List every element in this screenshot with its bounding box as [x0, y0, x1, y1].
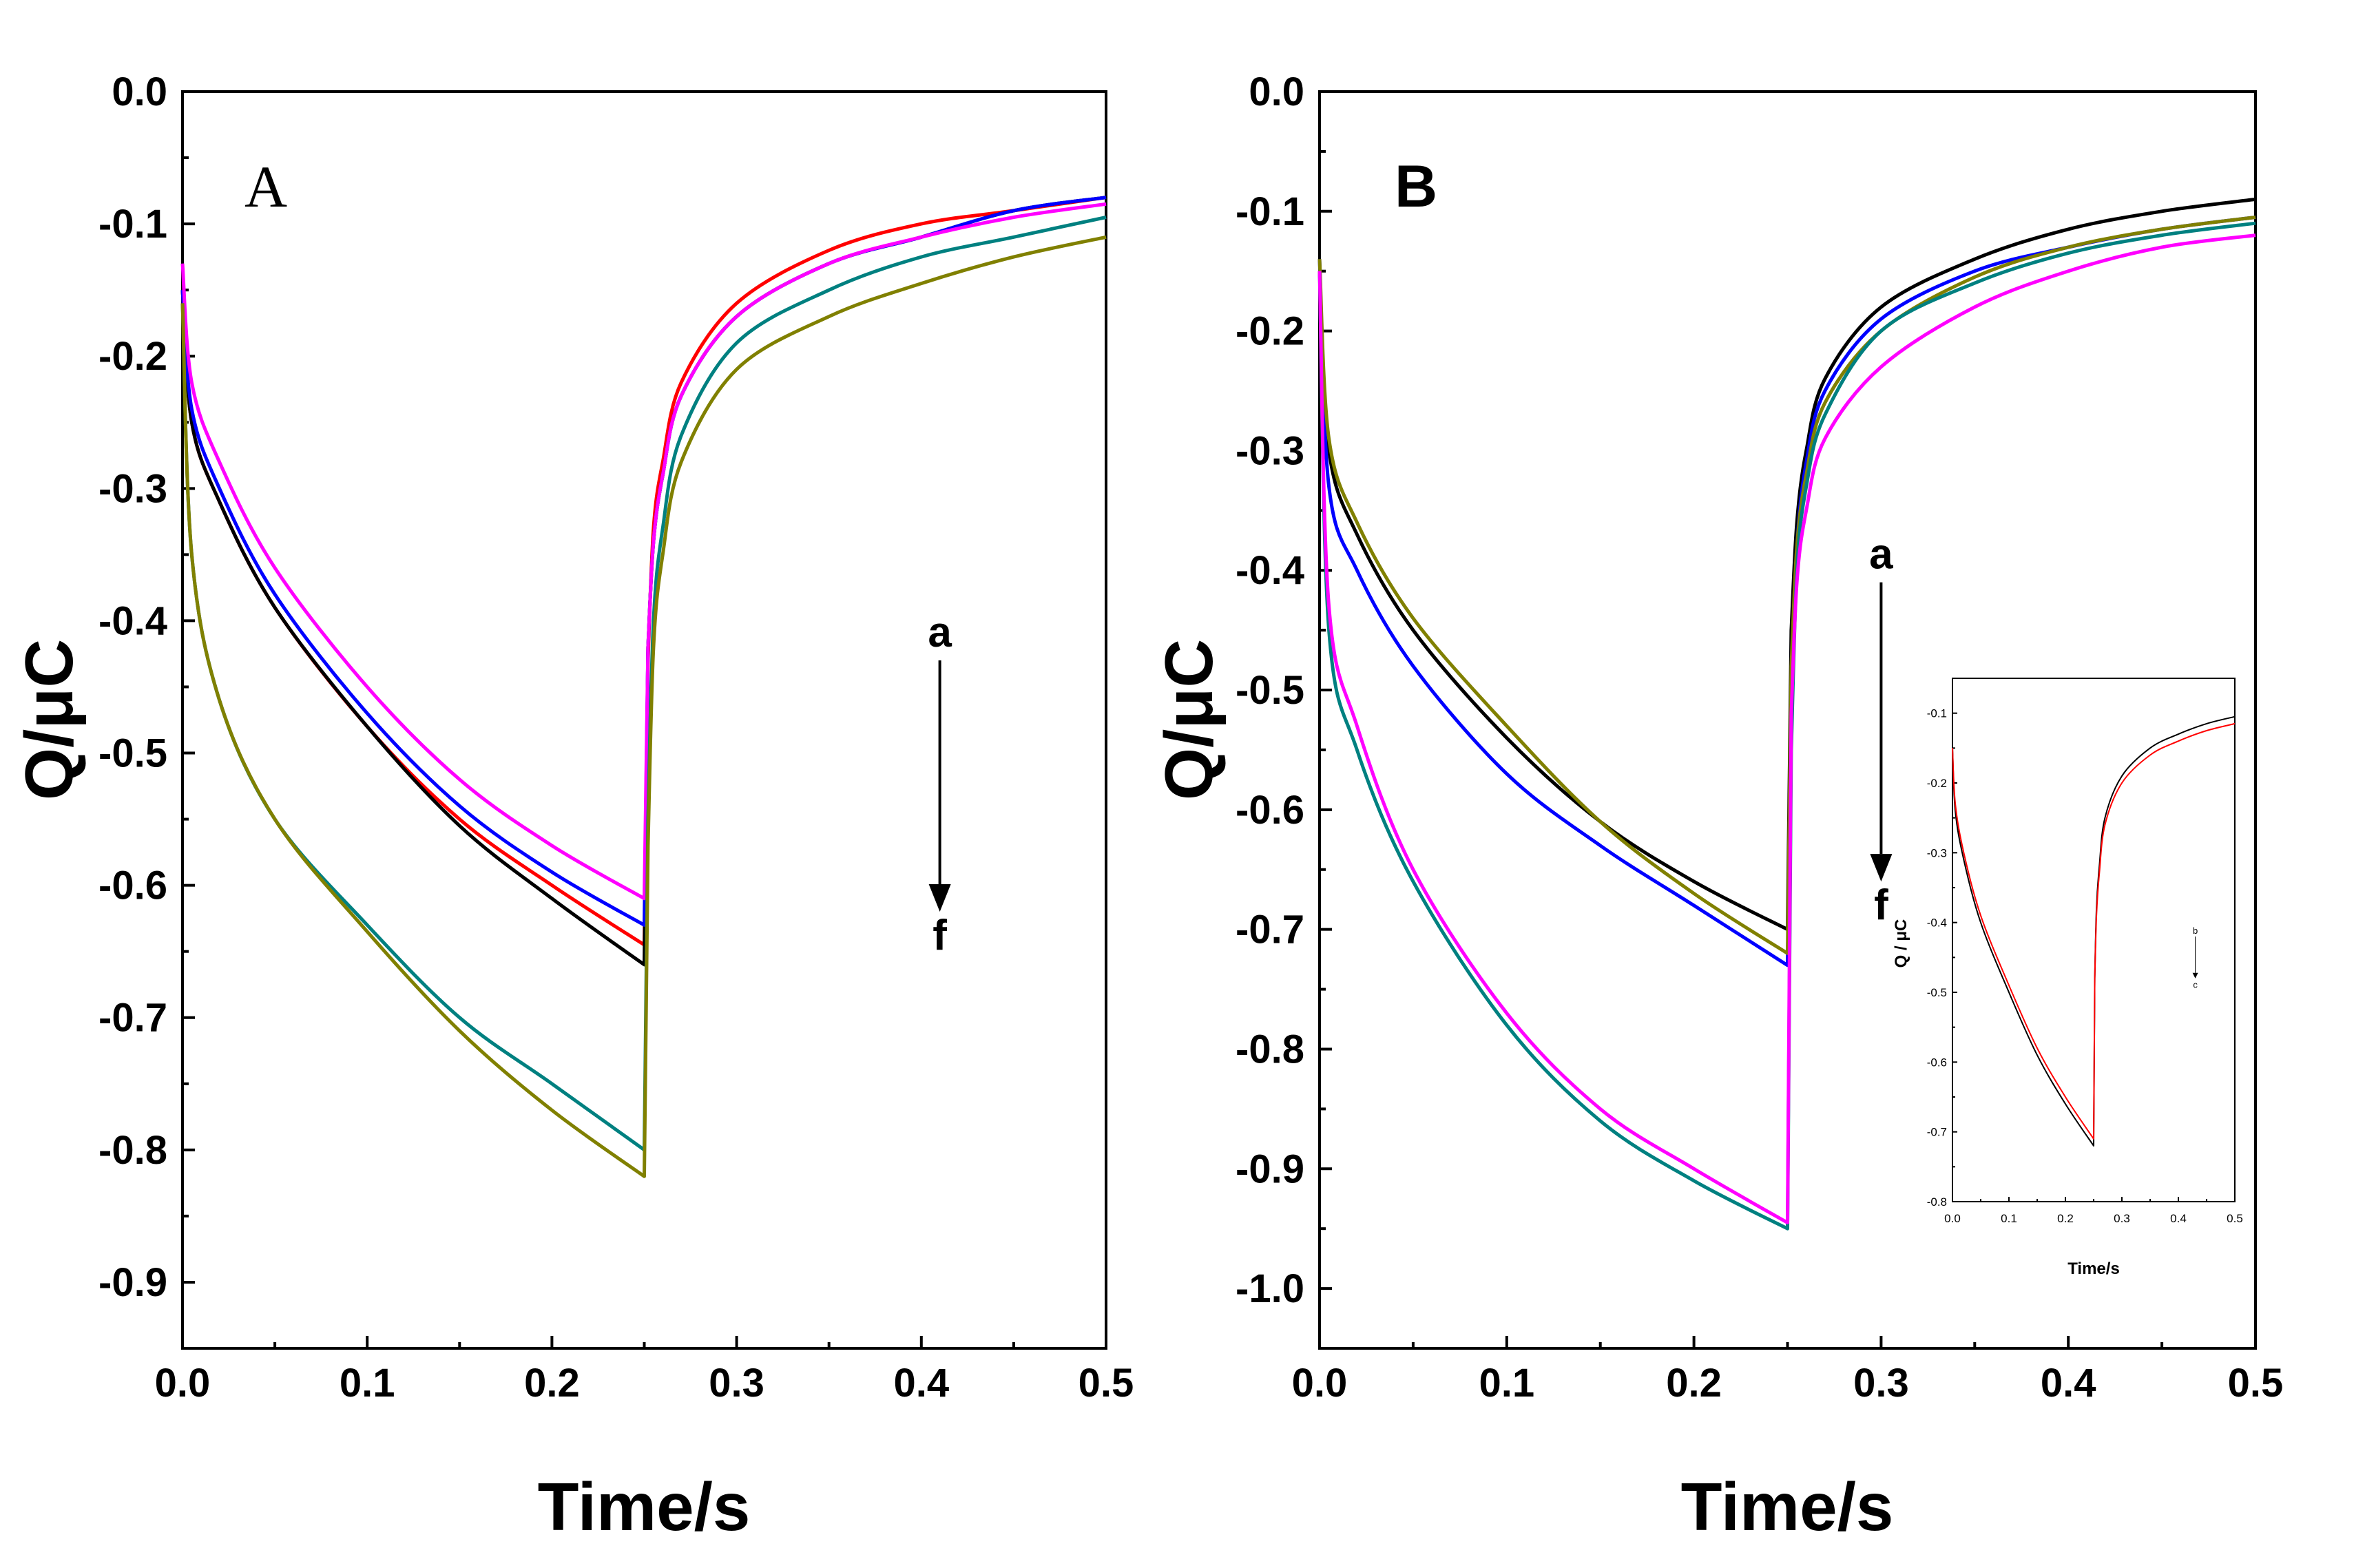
y-tick-label: -0.8 — [1927, 1195, 1947, 1209]
y-tick-label: -0.5 — [1927, 986, 1947, 999]
panel-a-series — [180, 196, 1107, 1178]
panel-a: 0.0 0.1 0.2 0.3 0.4 0.5 0.0 -0.1 -0.2 -0.3 -0.4 -0.… — [11, 70, 1134, 1545]
y-tick-label: -0.6 — [1236, 788, 1304, 833]
panel-b-x-axis-title: Time/s — [1681, 1469, 1894, 1545]
panel-b-annotation-a: a — [1869, 531, 1893, 578]
y-tick-label: -0.5 — [98, 731, 167, 776]
inset-annotation-b: b — [2193, 926, 2198, 936]
y-tick-label: -0.2 — [1236, 309, 1304, 354]
panel-b-inset: 0.0 0.1 0.2 0.3 0.4 0.5 -0.1 -0.2 -0.3 -0.4 -0.5 -0… — [1892, 678, 2243, 1278]
y-tick-label: -1.0 — [1236, 1266, 1304, 1311]
inset-arrow-head — [2192, 972, 2198, 979]
inset-annotation-c: c — [2193, 980, 2198, 990]
x-tick-label: 0.3 — [2114, 1212, 2130, 1225]
x-tick-label: 0.3 — [1853, 1361, 1909, 1405]
series-line — [1317, 216, 2256, 955]
y-tick-label: -0.9 — [1236, 1147, 1304, 1191]
x-tick-label: 0.4 — [2170, 1212, 2187, 1225]
panel-a-arrow-head — [928, 884, 951, 912]
panel-a-y-axis-title: Q/μC — [11, 639, 87, 800]
y-tick-label: -0.1 — [1236, 189, 1304, 234]
x-tick-label: 0.4 — [2041, 1361, 2096, 1405]
inset-annotation-arrow: b c — [2192, 926, 2198, 990]
y-tick-label: -0.1 — [1927, 707, 1947, 720]
y-tick-label: -0.3 — [1236, 428, 1304, 473]
panel-b-annotation-f: f — [1874, 881, 1888, 929]
inset-x-axis-title: Time/s — [2067, 1259, 2120, 1278]
y-tick-label: -0.2 — [1927, 777, 1947, 790]
x-tick-label: 0.4 — [893, 1361, 949, 1405]
x-tick-label: 0.0 — [1944, 1212, 1961, 1225]
y-tick-label: -0.3 — [98, 466, 167, 511]
y-tick-label: -0.7 — [1927, 1126, 1947, 1139]
x-tick-label: 0.5 — [2227, 1212, 2243, 1225]
y-tick-label: -0.4 — [1236, 548, 1304, 593]
series-line — [180, 202, 1107, 901]
inset-series — [1952, 715, 2236, 1147]
panel-a-annotation-arrow: a f — [928, 609, 952, 959]
inset-y-axis-title: Q / μC — [1892, 919, 1910, 968]
series-line — [1952, 722, 2236, 1140]
x-tick-label: 0.5 — [1079, 1361, 1134, 1405]
y-tick-label: -0.3 — [1927, 846, 1947, 859]
panel-a-label: A — [244, 154, 287, 220]
x-tick-label: 0.1 — [1479, 1361, 1534, 1405]
series-line — [1317, 233, 2256, 1224]
y-tick-label: -0.2 — [98, 334, 167, 379]
y-tick-label: -0.1 — [98, 202, 167, 247]
x-tick-label: 0.1 — [340, 1361, 395, 1405]
panel-b-ticks: 0.0 0.1 0.2 0.3 0.4 0.5 0.0 -0.1 -0.2 -0.3 -0.4 -0.… — [1236, 70, 2283, 1405]
inset-ticks: 0.0 0.1 0.2 0.3 0.4 0.5 -0.1 -0.2 -0.3 -0.4 -0.5 -0… — [1927, 707, 2243, 1225]
panel-b-series — [1317, 197, 2256, 1231]
y-tick-label: -0.5 — [1236, 668, 1304, 713]
x-tick-label: 0.0 — [1292, 1361, 1348, 1405]
y-tick-label: -0.8 — [1236, 1027, 1304, 1072]
panel-b-arrow-head — [1870, 854, 1893, 882]
panel-b: 0.0 0.1 0.2 0.3 0.4 0.5 0.0 -0.1 -0.2 -0.3 -0.4 -0.… — [1151, 70, 2283, 1545]
y-tick-label: -0.7 — [98, 996, 167, 1041]
panel-a-ticks: 0.0 0.1 0.2 0.3 0.4 0.5 0.0 -0.1 -0.2 -0.3 -0.4 -0.… — [98, 70, 1134, 1405]
y-tick-label: -0.8 — [98, 1128, 167, 1173]
series-line — [180, 235, 1107, 1178]
inset-background — [1915, 678, 2235, 1222]
x-tick-label: 0.0 — [155, 1361, 211, 1405]
x-tick-label: 0.2 — [2057, 1212, 2074, 1225]
panel-b-y-axis-title: Q/μC — [1151, 639, 1227, 800]
y-tick-label: -0.7 — [1236, 908, 1304, 952]
y-tick-label: -0.4 — [98, 598, 167, 643]
y-tick-label: -0.6 — [98, 864, 167, 908]
x-tick-label: 0.3 — [709, 1361, 764, 1405]
x-tick-label: 0.2 — [1666, 1361, 1722, 1405]
panel-a-annotation-f: f — [933, 912, 947, 959]
y-tick-label: -0.9 — [98, 1260, 167, 1305]
panel-a-x-axis-title: Time/s — [538, 1469, 751, 1545]
series-line — [1317, 221, 2256, 1231]
x-tick-label: 0.2 — [524, 1361, 580, 1405]
y-tick-label: -0.6 — [1927, 1056, 1947, 1069]
y-tick-label: 0.0 — [112, 70, 167, 114]
y-tick-label: -0.4 — [1927, 917, 1947, 930]
y-tick-label: 0.0 — [1249, 70, 1304, 114]
x-tick-label: 0.5 — [2228, 1361, 2284, 1405]
panel-b-label: B — [1395, 154, 1437, 220]
x-tick-label: 0.1 — [2001, 1212, 2017, 1225]
panel-b-annotation-arrow: a f — [1869, 531, 1893, 930]
panel-a-annotation-a: a — [928, 609, 952, 656]
